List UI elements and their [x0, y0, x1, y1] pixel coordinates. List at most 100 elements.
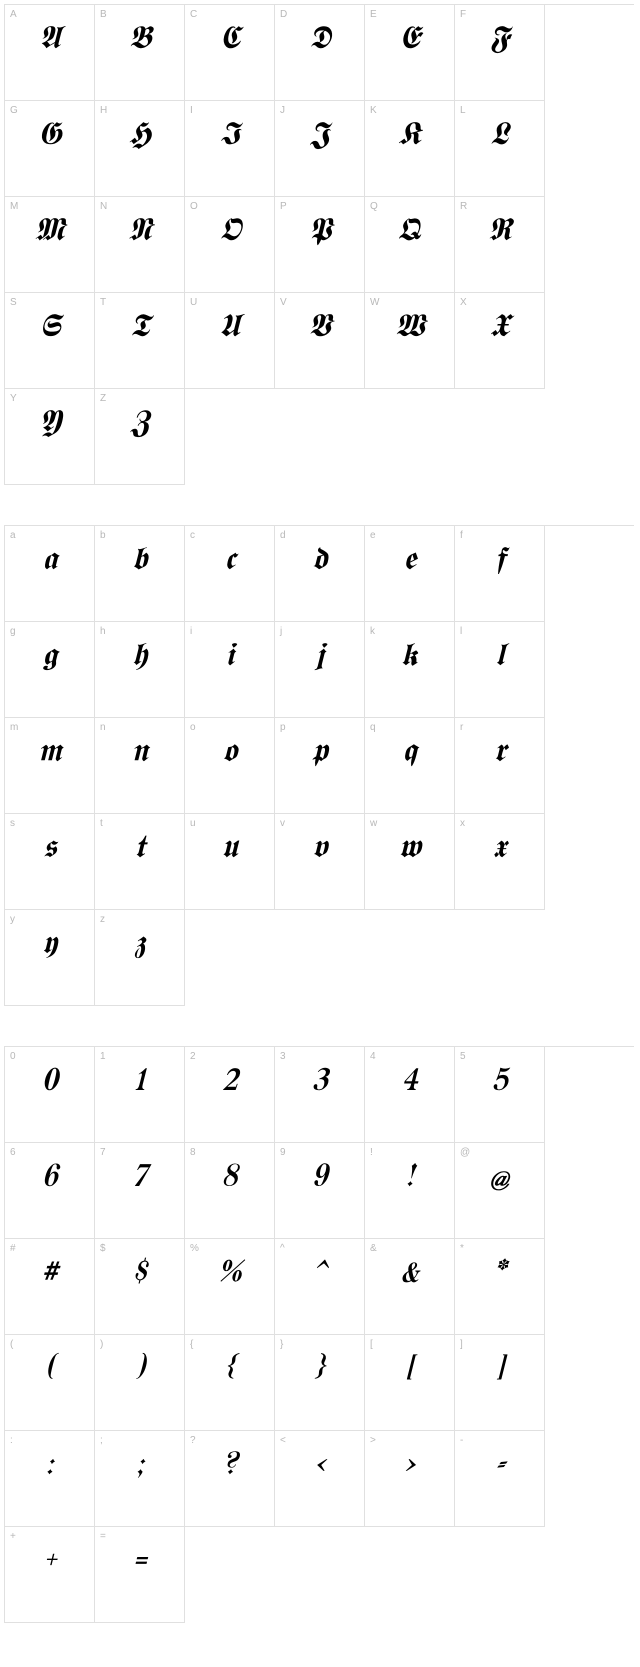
cell-label: 1 [100, 1051, 106, 1062]
glyph-cell: g𝖌 [5, 622, 95, 718]
cell-label: 4 [370, 1051, 376, 1062]
cell-glyph: 𝕹 [95, 217, 184, 249]
character-map: A𝕬B𝕭C𝕮D𝕯E𝕰F𝕱G𝕲H𝕳I𝕴J𝕵K𝕶L𝕷M𝕸N𝕹O𝕺P𝕻Q𝕼R𝕽S𝕾T𝕿… [4, 4, 636, 1623]
glyph-cell: {{ [185, 1335, 275, 1431]
cell-glyph: $ [95, 1259, 184, 1291]
cell-glyph: 6 [5, 1163, 94, 1195]
grid-lowercase: a𝖆b𝖇c𝖈d𝖉e𝖊f𝖋g𝖌h𝖍i𝖎j𝖏k𝖐l𝖑m𝖒n𝖓o𝖔p𝖕q𝖖r𝖗s𝖘t𝖙… [4, 525, 634, 1006]
glyph-cell: 33 [275, 1047, 365, 1143]
cell-glyph: [ [365, 1355, 454, 1387]
glyph-cell: ;; [95, 1431, 185, 1527]
cell-label: : [10, 1435, 13, 1446]
cell-glyph: ^ [275, 1259, 364, 1291]
cell-label: R [460, 201, 467, 212]
glyph-cell: u𝖚 [185, 814, 275, 910]
glyph-cell: !! [365, 1143, 455, 1239]
cell-label: w [370, 818, 377, 829]
cell-glyph: 𝖑 [455, 642, 544, 674]
glyph-cell: a𝖆 [5, 526, 95, 622]
cell-glyph: ( [5, 1355, 94, 1387]
cell-label: @ [460, 1147, 470, 1158]
glyph-cell: 88 [185, 1143, 275, 1239]
cell-label: P [280, 201, 287, 212]
cell-label: < [280, 1435, 286, 1446]
cell-glyph: 𝕬 [5, 25, 94, 57]
cell-label: V [280, 297, 287, 308]
glyph-cell: G𝕲 [5, 101, 95, 197]
cell-glyph: 𝖎 [185, 642, 274, 674]
cell-glyph: 𝕮 [185, 25, 274, 57]
cell-label: s [10, 818, 15, 829]
cell-glyph: 𝖉 [275, 546, 364, 578]
cell-glyph: = [95, 1547, 184, 1579]
section-uppercase: A𝕬B𝕭C𝕮D𝕯E𝕰F𝕱G𝕲H𝕳I𝕴J𝕵K𝕶L𝕷M𝕸N𝕹O𝕺P𝕻Q𝕼R𝕽S𝕾T𝕿… [4, 4, 636, 485]
cell-label: c [190, 530, 195, 541]
glyph-cell: R𝕽 [455, 197, 545, 293]
glyph-cell: V𝖁 [275, 293, 365, 389]
cell-label: D [280, 9, 287, 20]
cell-glyph: 𝖔 [185, 738, 274, 770]
cell-label: S [10, 297, 17, 308]
cell-label: r [460, 722, 463, 733]
glyph-cell: J𝕵 [275, 101, 365, 197]
cell-glyph: 𝖆 [5, 546, 94, 578]
cell-glyph: 𝕼 [365, 217, 454, 249]
glyph-cell: P𝕻 [275, 197, 365, 293]
cell-label: $ [100, 1243, 106, 1254]
glyph-cell: D𝕯 [275, 5, 365, 101]
cell-glyph: 0 [5, 1067, 94, 1099]
glyph-cell: L𝕷 [455, 101, 545, 197]
cell-glyph: 𝕺 [185, 217, 274, 249]
cell-glyph: 𝕲 [5, 121, 94, 153]
cell-glyph: 𝖍 [95, 642, 184, 674]
glyph-cell: y𝖞 [5, 910, 95, 1006]
glyph-cell: ** [455, 1239, 545, 1335]
cell-glyph: > [365, 1451, 454, 1483]
glyph-cell: x𝖝 [455, 814, 545, 910]
cell-label: 8 [190, 1147, 196, 1158]
cell-label: T [100, 297, 106, 308]
glyph-cell: >> [365, 1431, 455, 1527]
cell-label: ) [100, 1339, 103, 1350]
glyph-cell: ]] [455, 1335, 545, 1431]
cell-label: k [370, 626, 375, 637]
glyph-cell: B𝕭 [95, 5, 185, 101]
cell-label: H [100, 105, 107, 116]
cell-label: N [100, 201, 107, 212]
glyph-cell: E𝕰 [365, 5, 455, 101]
cell-label: ] [460, 1339, 463, 1350]
glyph-cell: l𝖑 [455, 622, 545, 718]
cell-label: L [460, 105, 466, 116]
cell-glyph: 7 [95, 1163, 184, 1195]
glyph-cell: X𝖃 [455, 293, 545, 389]
cell-label: l [460, 626, 462, 637]
cell-label: f [460, 530, 463, 541]
cell-glyph: } [275, 1355, 364, 1387]
glyph-cell: N𝕹 [95, 197, 185, 293]
cell-label: # [10, 1243, 16, 1254]
cell-glyph: ! [365, 1163, 454, 1195]
glyph-cell: k𝖐 [365, 622, 455, 718]
cell-label: J [280, 105, 285, 116]
cell-label: C [190, 9, 197, 20]
cell-glyph: 𝖄 [5, 409, 94, 441]
section-symbols: 00112233445566778899!!@@##$$%%^^&&**(())… [4, 1046, 636, 1623]
cell-label: g [10, 626, 16, 637]
cell-glyph: 𝕳 [95, 121, 184, 153]
cell-label: p [280, 722, 286, 733]
cell-glyph: 2 [185, 1067, 274, 1099]
glyph-cell: 66 [5, 1143, 95, 1239]
cell-label: I [190, 105, 193, 116]
cell-glyph: ? [185, 1451, 274, 1483]
cell-glyph: 𝖙 [95, 834, 184, 866]
cell-glyph: ] [455, 1355, 544, 1387]
cell-glyph: 𝖟 [95, 930, 184, 962]
cell-glyph: 𝕸 [5, 217, 94, 249]
cell-label: a [10, 530, 16, 541]
cell-label: q [370, 722, 376, 733]
cell-glyph: 𝖛 [275, 834, 364, 866]
glyph-cell: r𝖗 [455, 718, 545, 814]
cell-label: d [280, 530, 286, 541]
glyph-cell: O𝕺 [185, 197, 275, 293]
cell-glyph: < [275, 1451, 364, 1483]
